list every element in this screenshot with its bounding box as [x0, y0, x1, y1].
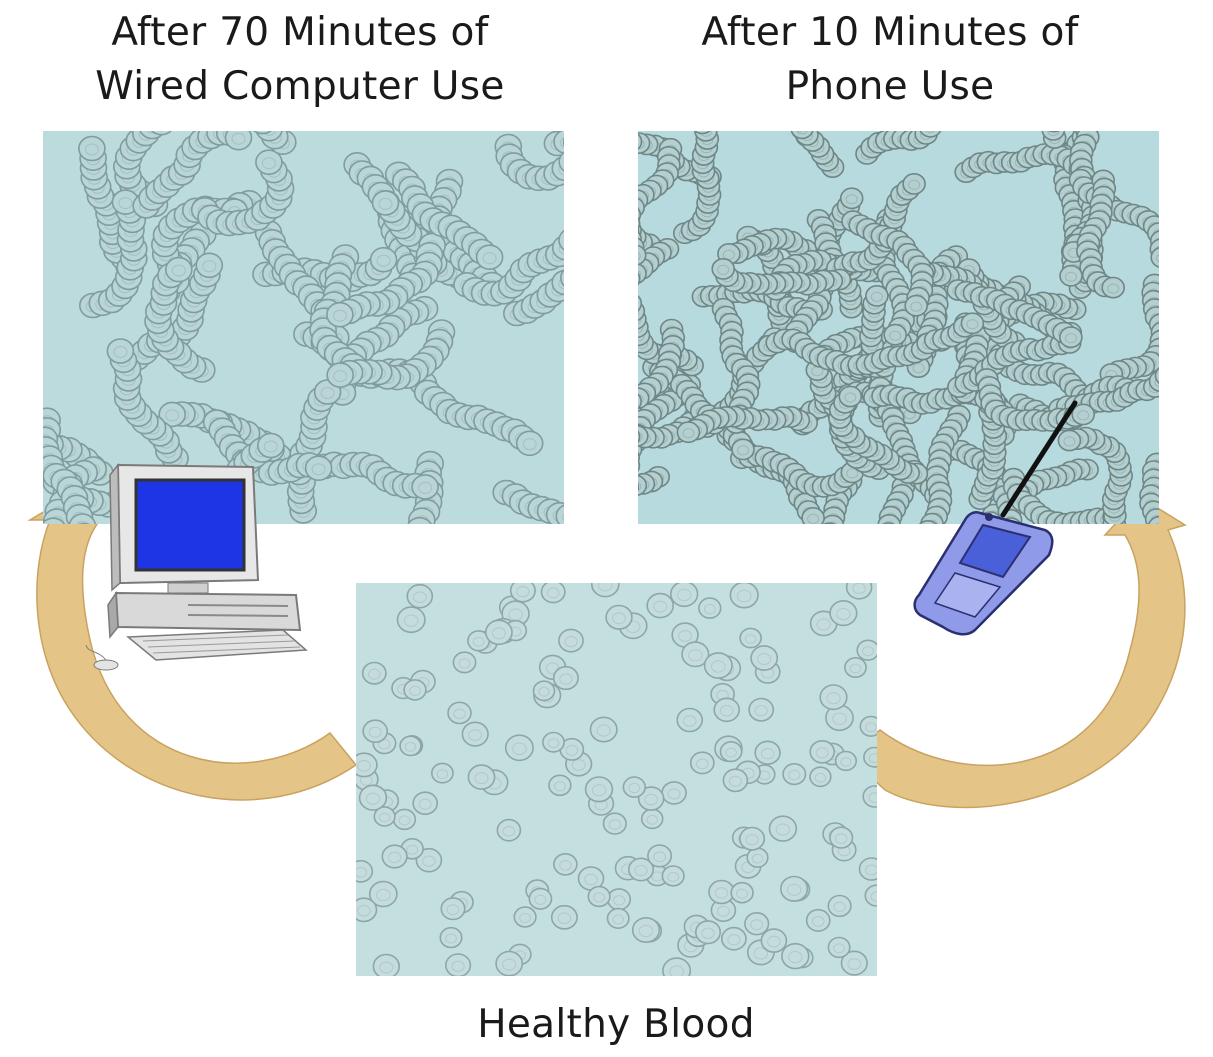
healthy-blood-micrograph	[356, 583, 877, 976]
phone-caption: After 10 Minutes of Phone Use	[630, 6, 1150, 114]
clumped-cells-image	[638, 131, 1159, 524]
mobile-phone-icon	[913, 400, 1078, 636]
healthy-blood-caption: Healthy Blood	[477, 1002, 755, 1047]
healthy-cells-image	[356, 583, 877, 976]
phone-caption-line-1: After 10 Minutes of	[701, 10, 1079, 55]
desktop-computer-icon	[85, 462, 308, 671]
phone-blood-micrograph	[638, 131, 1159, 524]
computer-caption-line-1: After 70 Minutes of	[111, 10, 489, 55]
phone-caption-line-2: Phone Use	[785, 64, 995, 109]
computer-caption-line-2: Wired Computer Use	[95, 64, 505, 109]
computer-caption: After 70 Minutes of Wired Computer Use	[40, 6, 560, 114]
